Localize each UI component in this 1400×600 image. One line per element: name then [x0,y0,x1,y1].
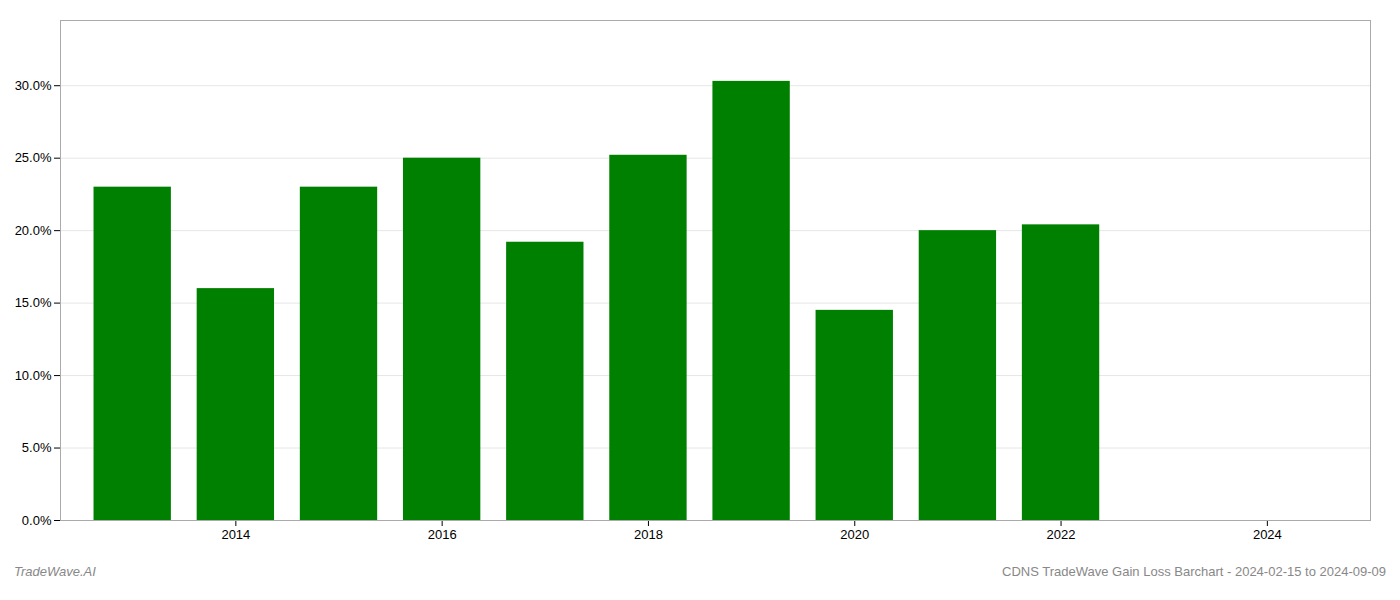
svg-text:30.0%: 30.0% [15,78,52,93]
svg-text:0.0%: 0.0% [22,513,52,528]
svg-text:20.0%: 20.0% [15,223,52,238]
svg-text:2022: 2022 [1047,527,1076,542]
svg-text:25.0%: 25.0% [15,150,52,165]
svg-text:10.0%: 10.0% [15,368,52,383]
svg-text:2014: 2014 [221,527,250,542]
svg-text:2018: 2018 [634,527,663,542]
svg-text:5.0%: 5.0% [22,440,52,455]
html-text:TradeWave.AI: TradeWave.AI [14,564,96,579]
svg-text:2024: 2024 [1253,527,1282,542]
html-text:CDNS TradeWave Gain Loss Barch: CDNS TradeWave Gain Loss Barchart - 2024… [1002,564,1386,579]
svg-text:15.0%: 15.0% [15,295,52,310]
svg-text:2020: 2020 [840,527,869,542]
svg-text:2016: 2016 [428,527,457,542]
